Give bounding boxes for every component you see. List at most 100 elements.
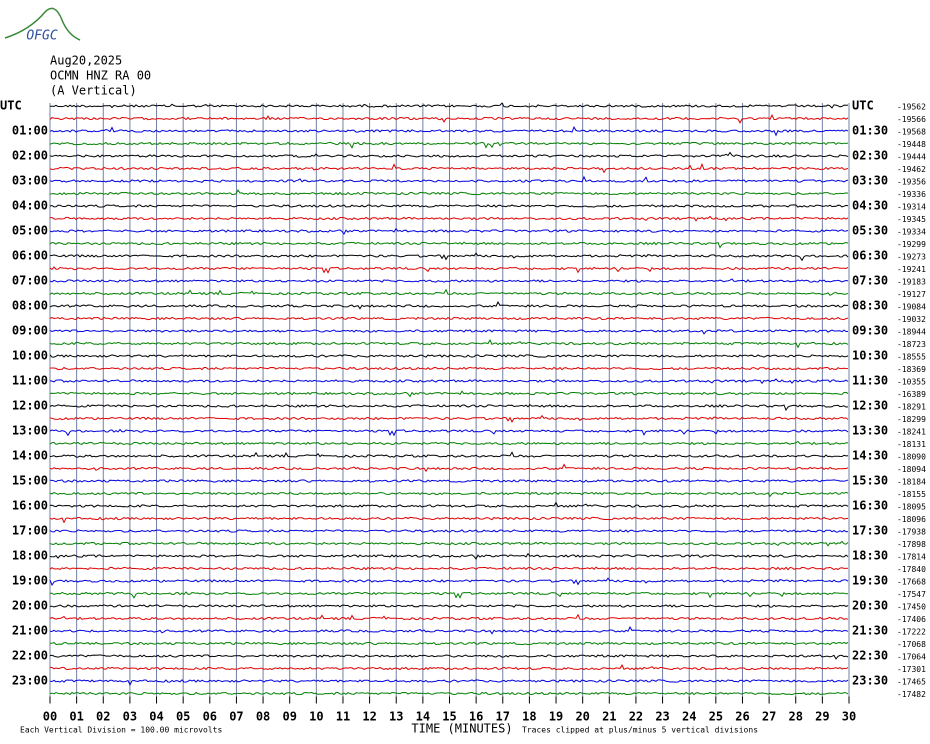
- hour-label: 12:00: [12, 399, 48, 413]
- trace: [49, 113, 849, 124]
- trace-offset: -17406: [897, 615, 926, 624]
- trace-offset: -19241: [897, 265, 926, 274]
- trace-offset: -19299: [897, 240, 926, 249]
- trace-offset: -17938: [897, 528, 926, 537]
- trace: [49, 566, 849, 571]
- trace-offset: -17064: [897, 653, 926, 662]
- trace: [49, 329, 848, 335]
- trace-offset: -18155: [897, 490, 926, 499]
- trace: [50, 102, 849, 109]
- trace: [49, 316, 849, 321]
- trace-offset: -10355: [897, 378, 926, 387]
- trace-offset: -18291: [897, 403, 926, 412]
- half-hour-label: 12:30: [852, 399, 888, 413]
- trace: [49, 577, 849, 587]
- half-hour-label: 01:30: [852, 124, 888, 138]
- half-hour-label: 22:30: [852, 649, 888, 663]
- trace: [49, 529, 849, 533]
- hour-label: 09:00: [12, 324, 48, 338]
- trace-offset: -18096: [897, 515, 926, 524]
- trace-offset: -17668: [897, 578, 926, 587]
- trace-offset: -18723: [897, 340, 926, 349]
- trace: [49, 189, 849, 196]
- half-hour-label: 20:30: [852, 599, 888, 613]
- x-tick-label: 25: [709, 710, 723, 724]
- half-hour-label: 14:30: [852, 449, 888, 463]
- trace: [50, 591, 849, 599]
- trace-offset: -17482: [897, 690, 926, 699]
- x-tick-label: 04: [149, 710, 163, 724]
- hour-label: 19:00: [12, 574, 48, 588]
- trace-offset: -18555: [897, 353, 926, 362]
- trace-offset: -19462: [897, 165, 926, 174]
- trace: [49, 366, 849, 371]
- trace: [49, 175, 849, 183]
- hour-label: 15:00: [12, 474, 48, 488]
- half-hour-label: 06:30: [852, 249, 888, 263]
- trace-offset: -19336: [897, 190, 926, 199]
- trace-offset: -19314: [897, 203, 926, 212]
- trace: [49, 691, 849, 696]
- trace: [49, 204, 849, 208]
- trace-offset: -18131: [897, 440, 926, 449]
- half-hour-label: 11:30: [852, 374, 888, 388]
- x-tick-label: 14: [416, 710, 430, 724]
- x-tick-label: 27: [762, 710, 776, 724]
- trace-offset: -17465: [897, 678, 926, 687]
- trace-offset: -17068: [897, 640, 926, 649]
- trace-offset: -19084: [897, 303, 926, 312]
- logo-arc: [4, 7, 81, 41]
- x-tick-label: 07: [229, 710, 243, 724]
- trace: [49, 451, 849, 458]
- x-tick-label: 15: [442, 710, 456, 724]
- trace: [49, 390, 849, 398]
- trace: [49, 664, 849, 671]
- trace-offset: -18369: [897, 365, 926, 374]
- trace-offset: -17222: [897, 628, 926, 637]
- trace: [49, 339, 849, 349]
- trace-offset: -17301: [897, 665, 926, 674]
- x-tick-label: 01: [69, 710, 83, 724]
- hour-label: 01:00: [12, 124, 48, 138]
- trace: [49, 463, 849, 473]
- half-hour-label: 19:30: [852, 574, 888, 588]
- x-tick-label: 00: [43, 710, 57, 724]
- half-hour-label: 03:30: [852, 174, 888, 188]
- x-axis-label: TIME (MINUTES): [411, 722, 512, 736]
- hour-label: 23:00: [12, 674, 48, 688]
- trace-offset: -17547: [897, 590, 926, 599]
- trace: [49, 227, 849, 235]
- trace-offset: -19568: [897, 128, 926, 137]
- x-tick-label: 22: [629, 710, 643, 724]
- trace-offset: -17840: [897, 565, 926, 574]
- x-tick-label: 05: [176, 710, 190, 724]
- trace: [49, 654, 849, 660]
- date: Aug20,2025: [50, 54, 122, 68]
- hour-label: 21:00: [12, 624, 48, 638]
- trace: [49, 679, 849, 686]
- x-tick-label: 03: [123, 710, 137, 724]
- x-tick-label: 28: [789, 710, 803, 724]
- station: OCMN HNZ RA 00: [50, 69, 151, 83]
- x-tick-label: 29: [815, 710, 829, 724]
- trace-offset: -19183: [897, 278, 926, 287]
- x-tick-label: 08: [256, 710, 270, 724]
- trace: [49, 428, 849, 437]
- trace: [49, 516, 848, 524]
- trace-offset: -19334: [897, 228, 926, 237]
- hour-label: UTC: [0, 99, 22, 113]
- trace: [49, 501, 849, 508]
- hour-label: 18:00: [12, 549, 48, 563]
- half-hour-label: 15:30: [852, 474, 888, 488]
- half-hour-label: 17:30: [852, 524, 888, 538]
- trace-offset: -18299: [897, 415, 926, 424]
- trace-offset: -19562: [897, 103, 926, 112]
- hour-label: 13:00: [12, 424, 48, 438]
- trace-offset: -18095: [897, 503, 926, 512]
- trace: [49, 613, 849, 621]
- hour-label: 05:00: [12, 224, 48, 238]
- trace-offset: -17898: [897, 540, 926, 549]
- hour-label: 10:00: [12, 349, 48, 363]
- trace-offset: -17450: [897, 603, 926, 612]
- hour-label: 04:00: [12, 199, 48, 213]
